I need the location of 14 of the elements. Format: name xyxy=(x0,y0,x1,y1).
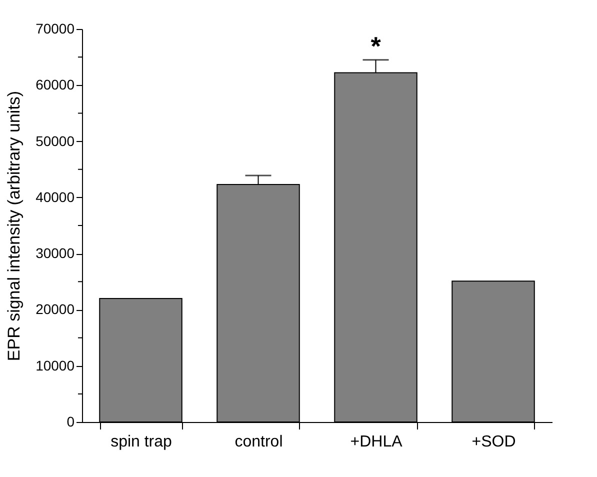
y-tick-label: 50000 xyxy=(36,132,75,149)
x-tick-label: control xyxy=(234,434,283,450)
annotation: * xyxy=(370,30,382,61)
y-tick-label: 0 xyxy=(66,414,75,430)
y-tick-label: 30000 xyxy=(36,245,75,262)
x-tick-label: +DHLA xyxy=(350,434,403,450)
y-tick-label: 70000 xyxy=(36,20,75,36)
y-tick-label: 20000 xyxy=(36,301,75,318)
y-tick-label: 10000 xyxy=(36,357,75,374)
x-tick-label: +SOD xyxy=(472,434,516,450)
y-axis-title: EPR signal intensity (arbitrary units) xyxy=(4,90,24,362)
y-tick-label: 60000 xyxy=(36,76,75,93)
x-tick-label: spin trap xyxy=(110,434,172,450)
y-tick-label: 40000 xyxy=(36,188,75,205)
